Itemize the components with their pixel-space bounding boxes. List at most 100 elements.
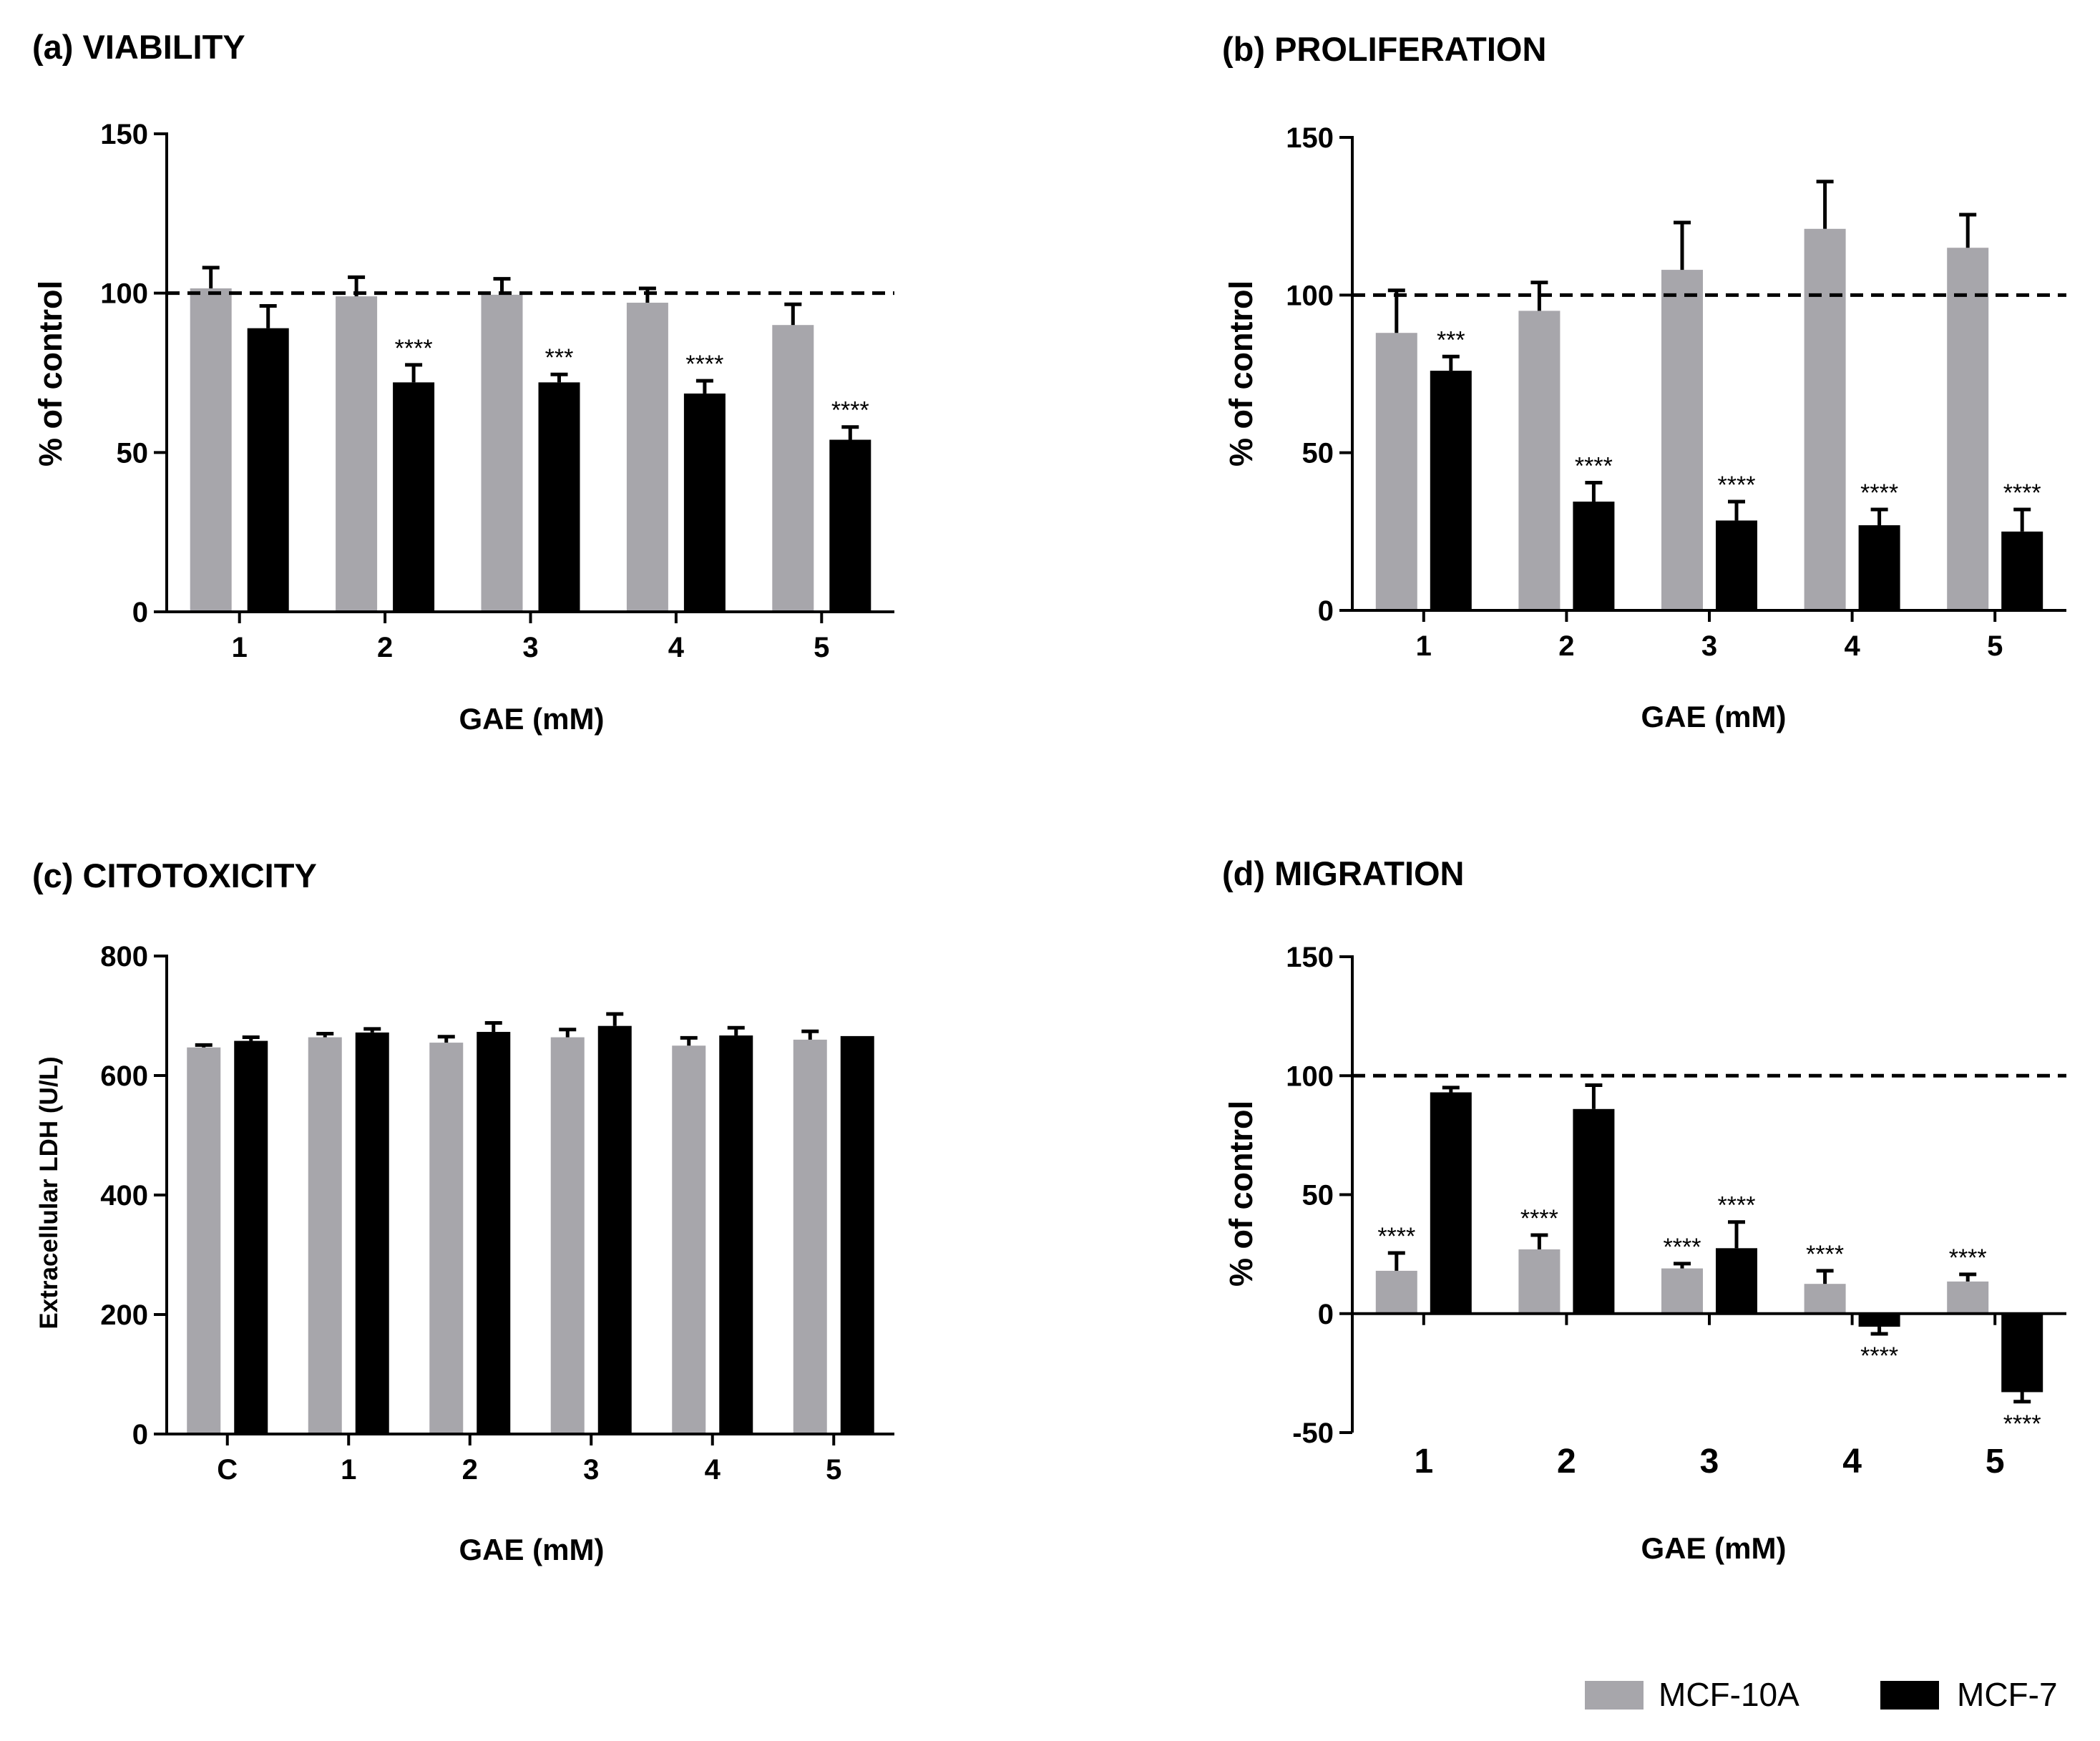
- panel-c-bar-mcf10a-2: [429, 1043, 464, 1434]
- panel-b-ytick-label-0: 0: [1318, 595, 1334, 627]
- panel-d-significance-0-3: ****: [1806, 1241, 1844, 1268]
- panel-d-xtick-label-1: 1: [1414, 1443, 1433, 1481]
- panel-b-bar-mcf10a-2: [1518, 311, 1561, 610]
- panel-b-ytick-label-100: 100: [1286, 280, 1334, 311]
- panel-a-bar-mcf7-4: [683, 393, 726, 612]
- panel-d-bar-mcf10a-3: [1661, 1268, 1703, 1314]
- panel-d-bar-mcf7-5: [2001, 1313, 2043, 1393]
- panel-d-xtick-label-3: 3: [1700, 1443, 1719, 1481]
- panel-c-xtick-label-3: 3: [583, 1454, 599, 1486]
- panel-c-bar-mcf7-1: [355, 1032, 389, 1434]
- panel-b-bar-mcf10a-3: [1661, 270, 1703, 610]
- panel-c-xtick-label-5: 5: [826, 1454, 841, 1486]
- panel-a-xtick-label-3: 3: [522, 632, 538, 663]
- panel-b-bar-mcf7-5: [2001, 531, 2043, 610]
- panel-a-significance-1-3: ****: [685, 351, 723, 378]
- panel-c-xtick-label-2: 2: [462, 1454, 478, 1486]
- panel-a-xtick-label-4: 4: [668, 632, 685, 663]
- panel-a-bar-mcf7-5: [829, 439, 871, 612]
- legend-label-mcf7: MCF-7: [1957, 1676, 2058, 1713]
- panel-b-xtick-label-5: 5: [1987, 630, 2003, 662]
- panel-d: (d) MIGRATION % of control GAE (mM) ****…: [1222, 854, 2066, 1565]
- panel-d-significance-1-4: ****: [2003, 1410, 2041, 1438]
- panel-b-title: (b) PROLIFERATION: [1222, 30, 1546, 68]
- panel-a-bar-mcf10a-1: [190, 288, 232, 612]
- panel-d-bar-mcf7-1: [1430, 1092, 1472, 1314]
- panel-b-significance-1-1: ****: [1575, 453, 1613, 480]
- panel-c-bar-mcf10a-4: [672, 1045, 706, 1434]
- panel-c-bar-mcf10a-3: [550, 1037, 585, 1434]
- panel-d-significance-1-3: ****: [1860, 1342, 1898, 1370]
- panel-a-bar-mcf10a-2: [336, 296, 378, 612]
- panel-d-bar-mcf7-3: [1716, 1248, 1757, 1314]
- panel-a-ylabel: % of control: [32, 281, 69, 467]
- panel-d-xlabel: GAE (mM): [1641, 1531, 1787, 1565]
- panel-c-bar-mcf10a-C: [187, 1047, 221, 1434]
- panel-c-xlabel: GAE (mM): [459, 1533, 605, 1566]
- panel-b-bar-mcf7-2: [1573, 501, 1615, 610]
- panel-c: (c) CITOTOXICITY Extracellular LDH (U/L)…: [32, 857, 894, 1566]
- panel-b-bar-mcf7-4: [1858, 525, 1900, 610]
- panel-a-ytick-label-50: 50: [117, 437, 149, 469]
- panel-a-significance-1-4: ****: [831, 397, 869, 424]
- panel-d-title: (d) MIGRATION: [1222, 854, 1465, 892]
- panel-d-significance-0-0: ****: [1377, 1223, 1415, 1250]
- panel-b-xtick-label-1: 1: [1416, 630, 1432, 662]
- panel-c-bar-mcf7-5: [840, 1035, 874, 1434]
- panel-b-ytick-label-50: 50: [1302, 438, 1334, 469]
- panel-b-bar-mcf10a-5: [1947, 248, 1989, 610]
- panel-b: (b) PROLIFERATION % of control GAE (mM) …: [1222, 30, 2066, 733]
- panel-b-bar-mcf10a-1: [1375, 333, 1417, 610]
- panel-b-xtick-label-3: 3: [1701, 630, 1717, 662]
- panel-c-bar-mcf10a-1: [308, 1037, 342, 1434]
- panel-a-bar-mcf10a-4: [626, 303, 668, 612]
- panel-b-xtick-label-2: 2: [1558, 630, 1574, 662]
- panel-d-ytick-label-50: 50: [1302, 1180, 1334, 1211]
- panel-d-bar-mcf10a-5: [1947, 1281, 1989, 1314]
- panel-a-bar-mcf10a-3: [481, 294, 523, 612]
- panel-b-bar-mcf7-3: [1716, 520, 1757, 610]
- panel-c-ytick-label-600: 600: [100, 1060, 148, 1092]
- panel-b-significance-1-3: ****: [1860, 479, 1898, 507]
- panel-c-ytick-label-400: 400: [100, 1180, 148, 1211]
- panel-c-title: (c) CITOTOXICITY: [32, 857, 317, 894]
- panel-a-xtick-label-5: 5: [814, 632, 829, 663]
- legend-swatch-mcf10a: [1585, 1681, 1644, 1710]
- panel-c-ytick-label-800: 800: [100, 941, 148, 972]
- panel-a-xtick-label-2: 2: [377, 632, 393, 663]
- panel-d-bar-mcf10a-1: [1375, 1270, 1417, 1314]
- legend-label-mcf10a: MCF-10A: [1659, 1676, 1799, 1713]
- panel-d-bar-mcf10a-2: [1518, 1249, 1561, 1314]
- panel-a-significance-1-2: ***: [545, 344, 574, 371]
- panel-d-bar-mcf10a-4: [1804, 1284, 1846, 1314]
- panel-b-bar-mcf10a-4: [1804, 228, 1846, 610]
- panel-d-xtick-label-4: 4: [1842, 1443, 1862, 1481]
- panel-d-ytick-label--50: -50: [1292, 1418, 1334, 1449]
- panel-d-significance-0-2: ****: [1664, 1234, 1701, 1261]
- panel-b-ytick-label-150: 150: [1286, 122, 1334, 154]
- panel-a-bar-mcf7-1: [247, 328, 289, 612]
- panel-d-xtick-label-5: 5: [1986, 1443, 2005, 1481]
- panel-d-xtick-label-2: 2: [1557, 1443, 1576, 1481]
- panel-a-ytick-label-150: 150: [100, 119, 148, 150]
- panel-b-ylabel: % of control: [1223, 281, 1259, 467]
- panel-b-bar-mcf7-1: [1430, 371, 1472, 610]
- panel-c-xtick-label-C: C: [217, 1454, 238, 1486]
- panel-c-bar-mcf7-C: [234, 1040, 268, 1434]
- panel-d-bar-mcf7-4: [1858, 1313, 1900, 1327]
- panel-a-xtick-label-1: 1: [232, 632, 248, 663]
- panel-b-xlabel: GAE (mM): [1641, 700, 1787, 733]
- panel-a-significance-1-1: ****: [395, 335, 433, 362]
- panel-c-xtick-label-4: 4: [705, 1454, 721, 1486]
- legend: MCF-10A MCF-7: [1585, 1676, 2058, 1713]
- panel-d-ytick-label-0: 0: [1318, 1299, 1334, 1330]
- panel-d-bar-mcf7-2: [1573, 1108, 1615, 1314]
- panel-c-ytick-label-0: 0: [132, 1419, 148, 1450]
- panel-c-xtick-label-1: 1: [341, 1454, 356, 1486]
- panel-a-title: (a) VIABILITY: [32, 28, 245, 66]
- panel-d-ytick-label-100: 100: [1286, 1060, 1334, 1092]
